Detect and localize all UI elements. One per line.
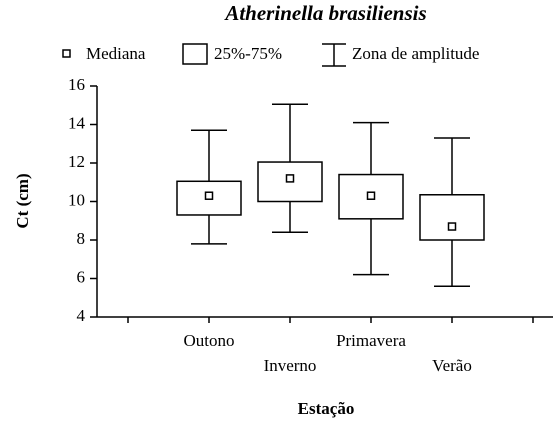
y-tick-label: 14 — [68, 113, 86, 132]
y-axis-label: Ct (cm) — [13, 173, 32, 228]
median — [366, 191, 376, 200]
x-tick-label: Primavera — [336, 331, 406, 350]
x-tick-label: Verão — [432, 356, 472, 375]
x-tick-label: Outono — [184, 331, 235, 350]
box — [257, 161, 323, 203]
y-tick-label: 12 — [68, 152, 85, 171]
y-tick-label: 6 — [77, 267, 86, 286]
median — [285, 174, 295, 183]
y-tick-label: 10 — [68, 190, 85, 209]
median — [204, 191, 214, 200]
y-tick-label: 16 — [68, 75, 85, 94]
y-tick-label: 8 — [77, 229, 86, 248]
legend-label: Zona de amplitude — [352, 44, 479, 63]
box — [176, 180, 242, 216]
x-axis-label: Estação — [298, 399, 355, 418]
legend-median-icon — [62, 49, 71, 58]
x-tick-label: Inverno — [264, 356, 317, 375]
y-tick-label: 4 — [77, 306, 86, 325]
legend-box-icon — [182, 43, 208, 65]
legend-label: Mediana — [86, 44, 146, 63]
legend-label: 25%-75% — [214, 44, 282, 63]
box — [419, 194, 485, 241]
median — [447, 222, 457, 231]
chart-title: Atherinella brasiliensis — [223, 1, 426, 25]
